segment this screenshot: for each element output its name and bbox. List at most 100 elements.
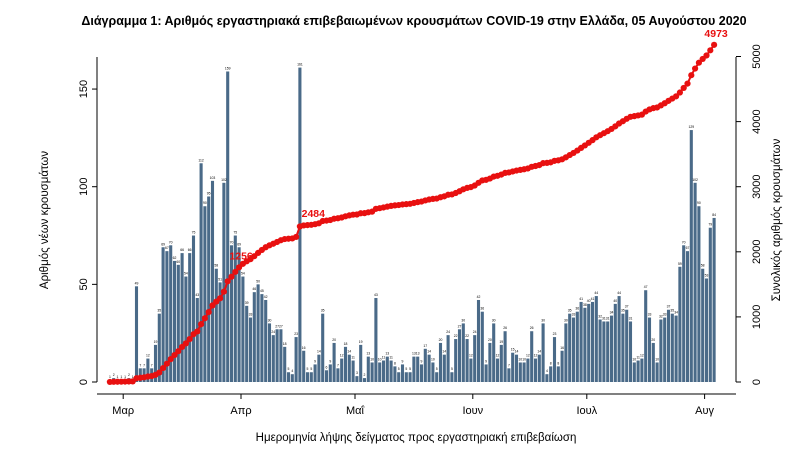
bar-data-label: 58	[214, 264, 218, 268]
bar-data-label: 44	[617, 291, 621, 295]
bar-data-label: 3	[356, 371, 358, 375]
bar	[237, 247, 241, 382]
bar-data-label: 49	[135, 281, 139, 285]
bar	[693, 182, 697, 382]
bar-data-label: 19	[359, 340, 363, 344]
bar-data-label: 35	[621, 309, 625, 313]
bar-data-label: 51	[218, 277, 222, 281]
bar-data-label: 19	[499, 340, 503, 344]
bar	[290, 374, 294, 382]
bar-data-label: 12	[340, 354, 344, 358]
bar	[309, 372, 313, 382]
cumulative-point	[198, 321, 205, 328]
bar-data-label: 43	[195, 293, 199, 297]
bar-data-label: 90	[697, 201, 701, 205]
bar-data-label: 5	[310, 367, 312, 371]
bar	[507, 368, 511, 382]
bar-data-label: 18	[344, 342, 348, 346]
cumulative-point	[194, 328, 201, 335]
bar	[351, 360, 355, 382]
bar	[613, 303, 617, 382]
bar-data-label: 33	[572, 313, 576, 317]
bar-data-label: 12	[526, 354, 530, 358]
bar-data-label: 12	[534, 354, 538, 358]
bar	[267, 323, 272, 382]
bar-data-label: 70	[230, 240, 234, 244]
bar-data-label: 9	[314, 359, 316, 363]
bar	[609, 315, 614, 382]
bar-data-label: 5	[405, 367, 407, 371]
bar	[454, 339, 458, 382]
bar	[423, 348, 427, 382]
bar	[628, 321, 633, 382]
x-tick-label: Μαΐ	[346, 405, 365, 417]
bar-data-label: 69	[161, 242, 165, 246]
bar-data-label: 67	[165, 246, 169, 250]
y-tick-label-right: 0	[751, 379, 763, 385]
bar-data-label: 33	[249, 313, 253, 317]
bar	[666, 309, 671, 382]
x-tick-label: Ιουλ	[576, 405, 597, 417]
bar-data-label: 2	[113, 373, 115, 377]
bar-data-label: 26	[530, 326, 534, 330]
bar-data-label: 6	[326, 365, 328, 369]
bar	[427, 354, 431, 382]
bar-data-label: 5	[307, 367, 309, 371]
bar	[336, 368, 340, 382]
bar	[191, 235, 196, 382]
bar	[161, 247, 165, 382]
cumulative-point	[217, 295, 224, 302]
bar	[473, 335, 477, 382]
bar-data-label: 7	[139, 363, 141, 367]
bar-data-label: 35	[568, 309, 572, 313]
bar	[678, 266, 682, 382]
bar-data-label: 17	[423, 344, 427, 348]
bar-data-label: 27	[275, 324, 279, 328]
bar-data-label: 9	[421, 359, 423, 363]
bar	[697, 206, 701, 382]
x-tick-label: Απρ	[230, 405, 251, 417]
bar-data-label: 23	[553, 332, 557, 336]
bar	[393, 366, 397, 382]
bar	[590, 301, 595, 382]
bar-data-label: 7	[143, 363, 145, 367]
bar	[556, 366, 560, 382]
bar	[644, 290, 648, 382]
bar-data-label: 11	[636, 356, 640, 360]
bar	[294, 337, 298, 382]
bar-data-label: 35	[321, 309, 325, 313]
bar	[218, 282, 222, 382]
bar	[283, 346, 287, 382]
bar-data-label: 2	[364, 373, 366, 377]
cumulative-point	[684, 80, 691, 87]
bar	[541, 323, 545, 382]
bar	[465, 339, 469, 382]
cumulative-annotation: 2484	[302, 208, 326, 220]
cumulative-point	[707, 47, 714, 54]
bar-data-label: 10	[522, 357, 526, 361]
bar	[636, 360, 640, 382]
bar-data-label: 66	[180, 248, 184, 252]
bar	[480, 311, 484, 382]
bar	[199, 163, 203, 382]
bar-data-label: 27	[279, 324, 283, 328]
bar	[195, 298, 199, 382]
bar	[438, 342, 443, 382]
bar-data-label: 20	[651, 338, 655, 342]
cumulative-point	[228, 273, 235, 280]
bar	[575, 311, 579, 382]
bar-data-label: 1	[109, 375, 111, 379]
bar-data-label: 38	[583, 303, 587, 307]
bar-data-label: 24	[446, 330, 450, 334]
cumulative-point	[673, 93, 680, 100]
bar	[165, 251, 169, 382]
bar-data-label: 31	[629, 316, 633, 320]
bar	[275, 329, 279, 382]
bar-data-label: 36	[575, 307, 579, 311]
bar	[621, 313, 625, 382]
cumulative-point	[182, 340, 189, 347]
bar-data-label: 39	[245, 301, 249, 305]
cumulative-point	[293, 233, 300, 241]
bar-data-label: 60	[176, 260, 180, 264]
